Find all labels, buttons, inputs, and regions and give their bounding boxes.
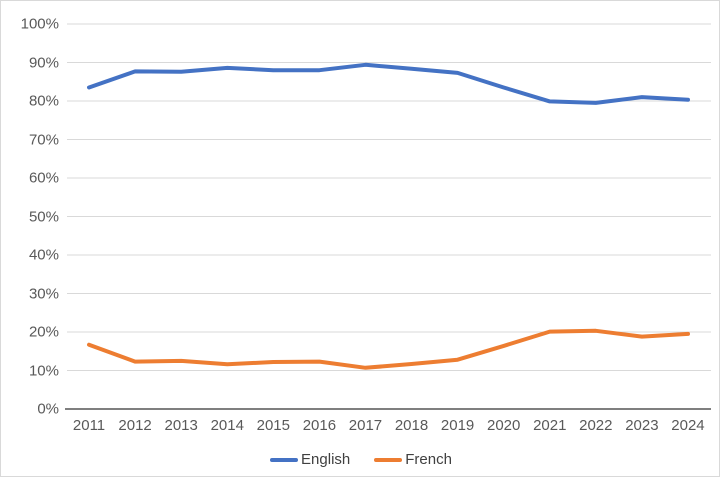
y-axis-tick-label: 10%	[28, 362, 59, 379]
x-axis-tick-label: 2015	[256, 417, 290, 434]
y-axis-tick-label: 80%	[28, 92, 59, 110]
x-axis-tick-label: 2014	[210, 417, 244, 434]
y-axis-tick-label: 90%	[28, 54, 59, 71]
x-axis-tick-label: 2018	[394, 417, 429, 434]
legend-label-english: English	[301, 451, 351, 468]
x-axis-tick-label: 2019	[440, 417, 475, 434]
x-axis-tick-label: 2024	[671, 417, 705, 434]
english-line-swatch-icon	[270, 458, 299, 462]
x-axis-tick-label: 2021	[533, 417, 567, 434]
x-axis-tick-label: 2017	[348, 417, 383, 434]
french-line-swatch-icon	[374, 458, 403, 462]
legend-item-english: English	[270, 451, 350, 469]
y-axis-tick-label: 0%	[37, 400, 59, 418]
x-axis-tick-label: 2011	[72, 417, 106, 434]
x-axis-tick-label: 2016	[302, 417, 337, 434]
legend-label-french: French	[405, 451, 452, 468]
x-axis-tick-label: 2020	[486, 417, 521, 434]
x-axis-tick-label: 2012	[118, 417, 152, 434]
x-axis-tick-label: 2013	[164, 417, 198, 434]
x-axis-tick-label: 2023	[625, 417, 659, 434]
y-axis-tick-label: 60%	[28, 169, 59, 187]
legend: English French	[1, 451, 720, 469]
x-axis-tick-label: 2022	[579, 417, 613, 434]
english-series-line	[87, 62, 690, 105]
y-axis-tick-label: 70%	[28, 131, 59, 148]
y-axis-tick-label: 100%	[20, 15, 59, 33]
y-axis-tick-label: 20%	[28, 323, 59, 341]
legend-item-french: French	[374, 451, 452, 469]
y-axis-tick-label: 50%	[28, 208, 59, 225]
y-axis-tick-label: 40%	[28, 246, 59, 264]
french-series-line	[87, 328, 690, 370]
y-axis-tick-label: 30%	[28, 285, 59, 302]
